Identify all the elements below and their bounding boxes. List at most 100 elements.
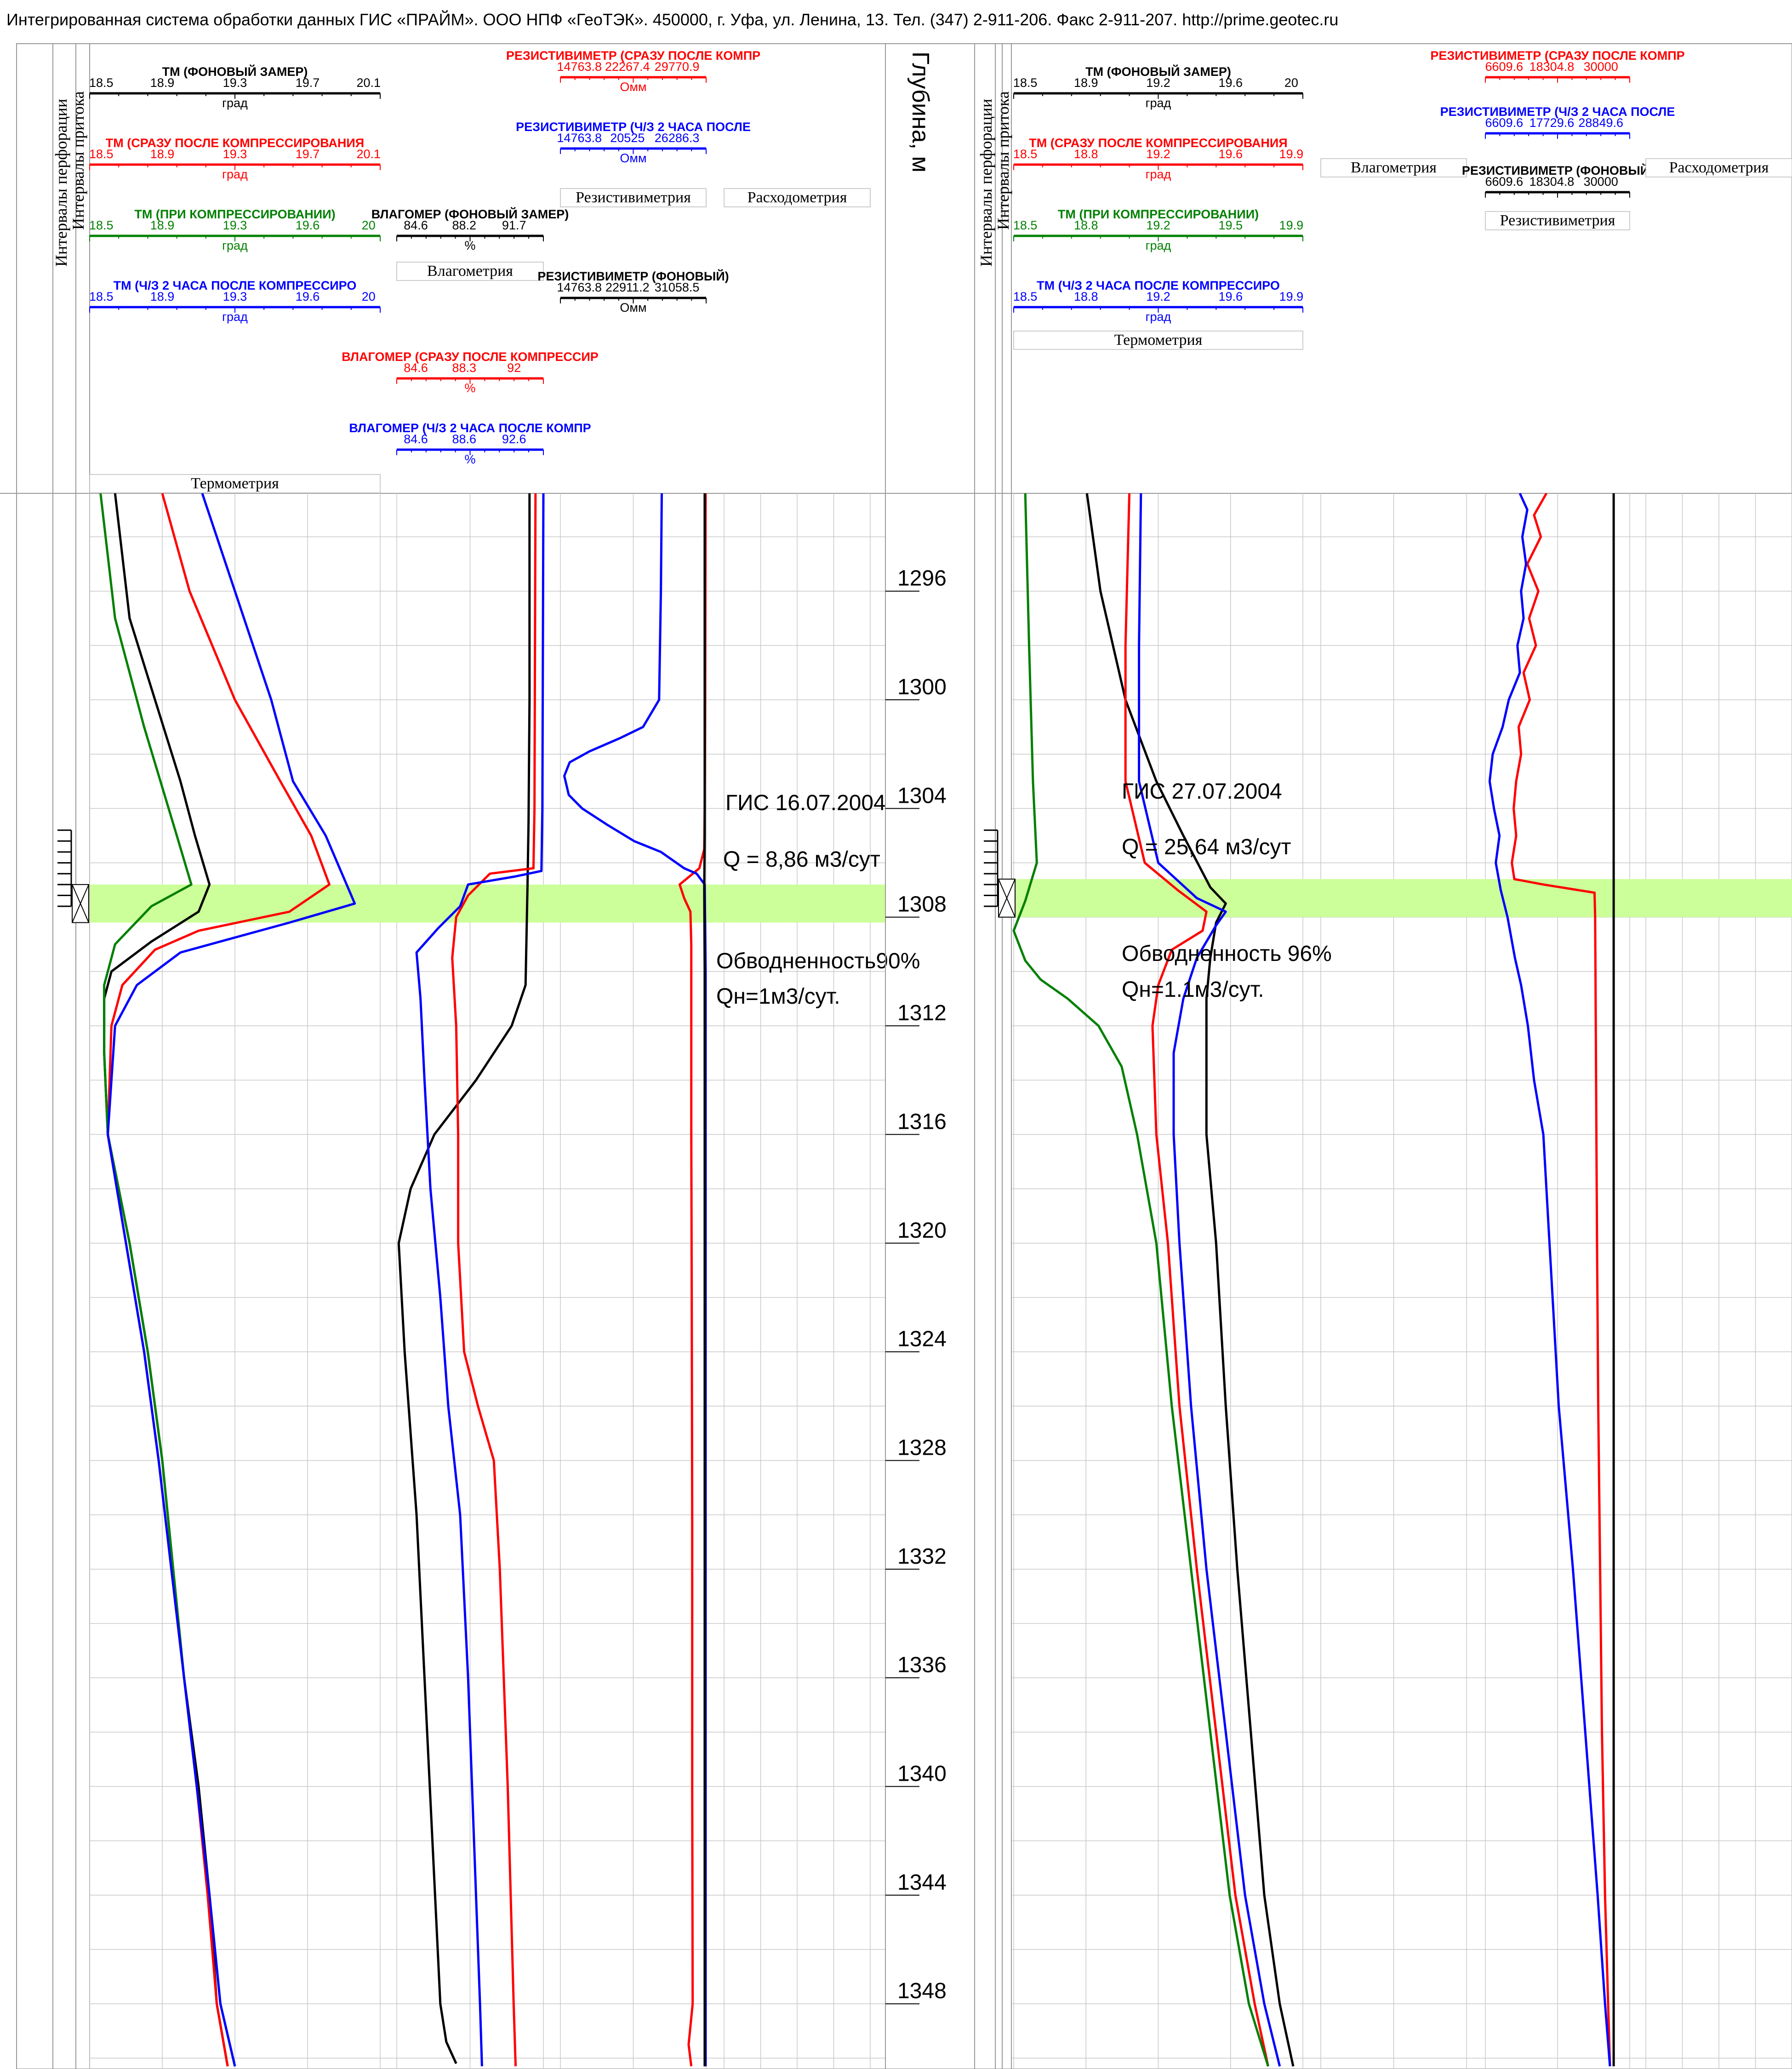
left-moisture-scale-tick: 92 <box>507 361 521 375</box>
right-thermo-scale-tick: 19.9 <box>1279 290 1304 303</box>
left-thermo-scale-tick: 19.3 <box>223 147 247 161</box>
depth-tick-label: 1348 <box>897 1979 947 2003</box>
right-thermo-scale-tick: 19.9 <box>1279 218 1304 232</box>
right-thermo-scale-unit: град <box>1146 310 1171 324</box>
left-track-title-thermo: Термометрия <box>191 475 279 492</box>
col-label-perforation: Интервалы перфорации <box>52 99 70 267</box>
right-resist-scale-tick: 18304.8 <box>1529 60 1575 74</box>
right-thermo-curve-green <box>1012 493 1269 2067</box>
left-thermo-scale-tick: 18.5 <box>89 147 114 161</box>
left-resist-scale-tick: 20525 <box>610 131 645 145</box>
left-track-title-flow-box <box>724 188 871 207</box>
right-thermo-scale-tick: 18.8 <box>1074 147 1098 161</box>
left-track-title-moisture: Влагометрия <box>427 263 513 280</box>
left-thermo-scale-unit: град <box>222 239 248 252</box>
left-resist-scale-tick: 31058.5 <box>655 280 700 294</box>
left-thermo-scale-tick: 18.9 <box>150 290 175 303</box>
right-resist-curve-blue <box>1488 492 1611 2067</box>
left-moisture-scale-tick: 88.3 <box>452 361 476 375</box>
depth-tick-label: 1304 <box>897 783 947 808</box>
right-resist-scale-tick: 17729.6 <box>1529 116 1575 130</box>
right-resist-scale-tick: 30000 <box>1584 60 1618 74</box>
left-resist-scale-unit: Омм <box>620 301 646 314</box>
right-thermo-scale-tick: 19.6 <box>1218 76 1243 90</box>
right-thermo-scale-title: ТМ (Ч/З 2 ЧАСА ПОСЛЕ КОМПРЕССИРО <box>1037 279 1280 292</box>
left-thermo-scale-tick: 19.3 <box>223 290 247 303</box>
right-thermo-scale-title: ТМ (СРАЗУ ПОСЛЕ КОМПРЕССИРОВАНИЯ <box>1029 136 1287 150</box>
right-track-title-thermo-box <box>1013 331 1303 350</box>
annotation-oil-rate: Qн=1.1м3/сут. <box>1122 977 1264 1002</box>
left-thermo-scale-tick: 18.5 <box>89 76 114 90</box>
left-thermo-scale-title: ТМ (ПРИ КОМПРЕССИРОВАНИИ) <box>134 207 335 221</box>
left-resist-curve-red <box>678 493 707 2067</box>
left-thermo-curve-blue <box>107 493 356 2067</box>
right-resist-scale-tick: 6609.6 <box>1485 116 1524 130</box>
left-thermo-scale-unit: град <box>222 310 248 324</box>
left-resist-scale-tick: 29770.9 <box>655 60 700 74</box>
left-moisture-scale-unit: % <box>464 239 475 252</box>
right-resist-scale-tick: 30000 <box>1584 175 1618 189</box>
left-track-title-resist: Резистивиметрия <box>576 189 691 206</box>
left-moisture-scale-title: ВЛАГОМЕР (ФОНОВЫЙ ЗАМЕР) <box>371 207 569 221</box>
left-resist-scale-title: РЕЗИСТИВИМЕТР (СРАЗУ ПОСЛЕ КОМПР <box>506 49 760 63</box>
depth-axis-label: Глубина, м <box>907 51 934 172</box>
right-thermo-scale-unit: град <box>1146 239 1171 252</box>
depth-tick-label: 1324 <box>897 1327 947 1351</box>
annotation-survey-date: ГИС 16.07.2004 <box>725 791 886 815</box>
left-resist-curve-black <box>703 493 706 2067</box>
annotation-flow-rate: Q = 25,64 м3/сут <box>1122 835 1291 859</box>
panel-left: ТМ (ФОНОВЫЙ ЗАМЕР) 18.5 18.9 19.3 19.7 20.1 гр… <box>52 44 920 2069</box>
left-thermo-scale-tick: 18.5 <box>89 218 114 232</box>
left-moisture-curve-red <box>451 493 537 2067</box>
left-resist-scale-tick: 14763.8 <box>557 280 602 294</box>
right-resist-scale-tick: 6609.6 <box>1485 175 1524 189</box>
left-moisture-scale-title: ВЛАГОМЕР (Ч/З 2 ЧАСА ПОСЛЕ КОМПР <box>349 421 591 435</box>
left-resist-scale-unit: Омм <box>620 151 646 165</box>
right-thermo-scale-tick: 18.5 <box>1013 147 1038 161</box>
right-thermo-scale-tick: 19.2 <box>1146 147 1170 161</box>
left-moisture-scale-title: ВЛАГОМЕР (СРАЗУ ПОСЛЕ КОМПРЕССИР <box>342 350 599 364</box>
annotation-survey-date: ГИС 27.07.2004 <box>1122 779 1282 804</box>
right-resist-scale-title: РЕЗИСТИВИМЕТР (СРАЗУ ПОСЛЕ КОМПР <box>1430 49 1684 63</box>
left-thermo-scale-tick: 18.5 <box>89 290 114 303</box>
right-thermo-curve-black <box>1085 493 1295 2067</box>
right-thermo-scale-tick: 19.5 <box>1218 218 1243 232</box>
depth-tick-label: 1332 <box>897 1544 947 1569</box>
depth-tick-label: 1320 <box>897 1218 947 1243</box>
left-track-title-moisture-box <box>396 262 544 281</box>
left-moisture-scale-tick: 84.6 <box>404 361 428 375</box>
left-thermo-scale-tick: 20.1 <box>356 76 381 90</box>
right-thermo-scale-tick: 19.2 <box>1146 218 1170 232</box>
right-thermo-scale-tick: 19.6 <box>1218 290 1243 303</box>
depth-tick-label: 1316 <box>897 1109 947 1134</box>
right-thermo-scale-tick: 18.5 <box>1013 76 1038 90</box>
inflow-highlight <box>1011 879 1792 917</box>
left-thermo-scale-title: ТМ (ФОНОВЫЙ ЗАМЕР) <box>162 64 308 79</box>
left-track-title-flow: Расходометрия <box>748 189 847 206</box>
right-track-title-resist: Резистивиметрия <box>1500 212 1615 229</box>
left-thermo-scale-tick: 20 <box>362 218 376 232</box>
depth-tick-label: 1308 <box>897 892 947 917</box>
right-thermo-scale-tick: 19.6 <box>1218 147 1243 161</box>
right-thermo-curve-red <box>1124 493 1269 2067</box>
left-thermo-scale-title: ТМ (СРАЗУ ПОСЛЕ КОМПРЕССИРОВАНИЯ <box>106 136 364 150</box>
left-resist-curve-blue <box>563 493 707 2067</box>
right-resist-scale-tick: 28849.6 <box>1578 116 1623 130</box>
right-track-title-flow-box <box>1645 158 1792 177</box>
depth-tick-label: 1340 <box>897 1762 947 1786</box>
right-thermo-scale-tick: 18.8 <box>1074 290 1098 303</box>
left-moisture-scale-unit: % <box>464 381 475 395</box>
inflow-interval-cross <box>998 879 1016 918</box>
left-thermo-scale-tick: 19.6 <box>296 290 320 303</box>
left-thermo-scale-tick: 20.1 <box>356 147 381 161</box>
col-label-inflow: Интервалы притока <box>994 91 1012 230</box>
left-thermo-scale-tick: 19.6 <box>296 218 320 232</box>
right-track-title-flow: Расходометрия <box>1669 159 1769 176</box>
annotation-flow-rate: Q = 8,86 м3/сут <box>723 847 880 872</box>
depth-tick-label: 1336 <box>897 1653 947 1677</box>
left-resist-scale-tick: 22267.4 <box>605 60 650 74</box>
left-thermo-scale-tick: 19.7 <box>296 76 320 90</box>
left-moisture-curve-black <box>397 493 531 2064</box>
right-thermo-scale-tick: 19.2 <box>1146 76 1170 90</box>
left-thermo-scale-tick: 19.3 <box>223 76 247 90</box>
